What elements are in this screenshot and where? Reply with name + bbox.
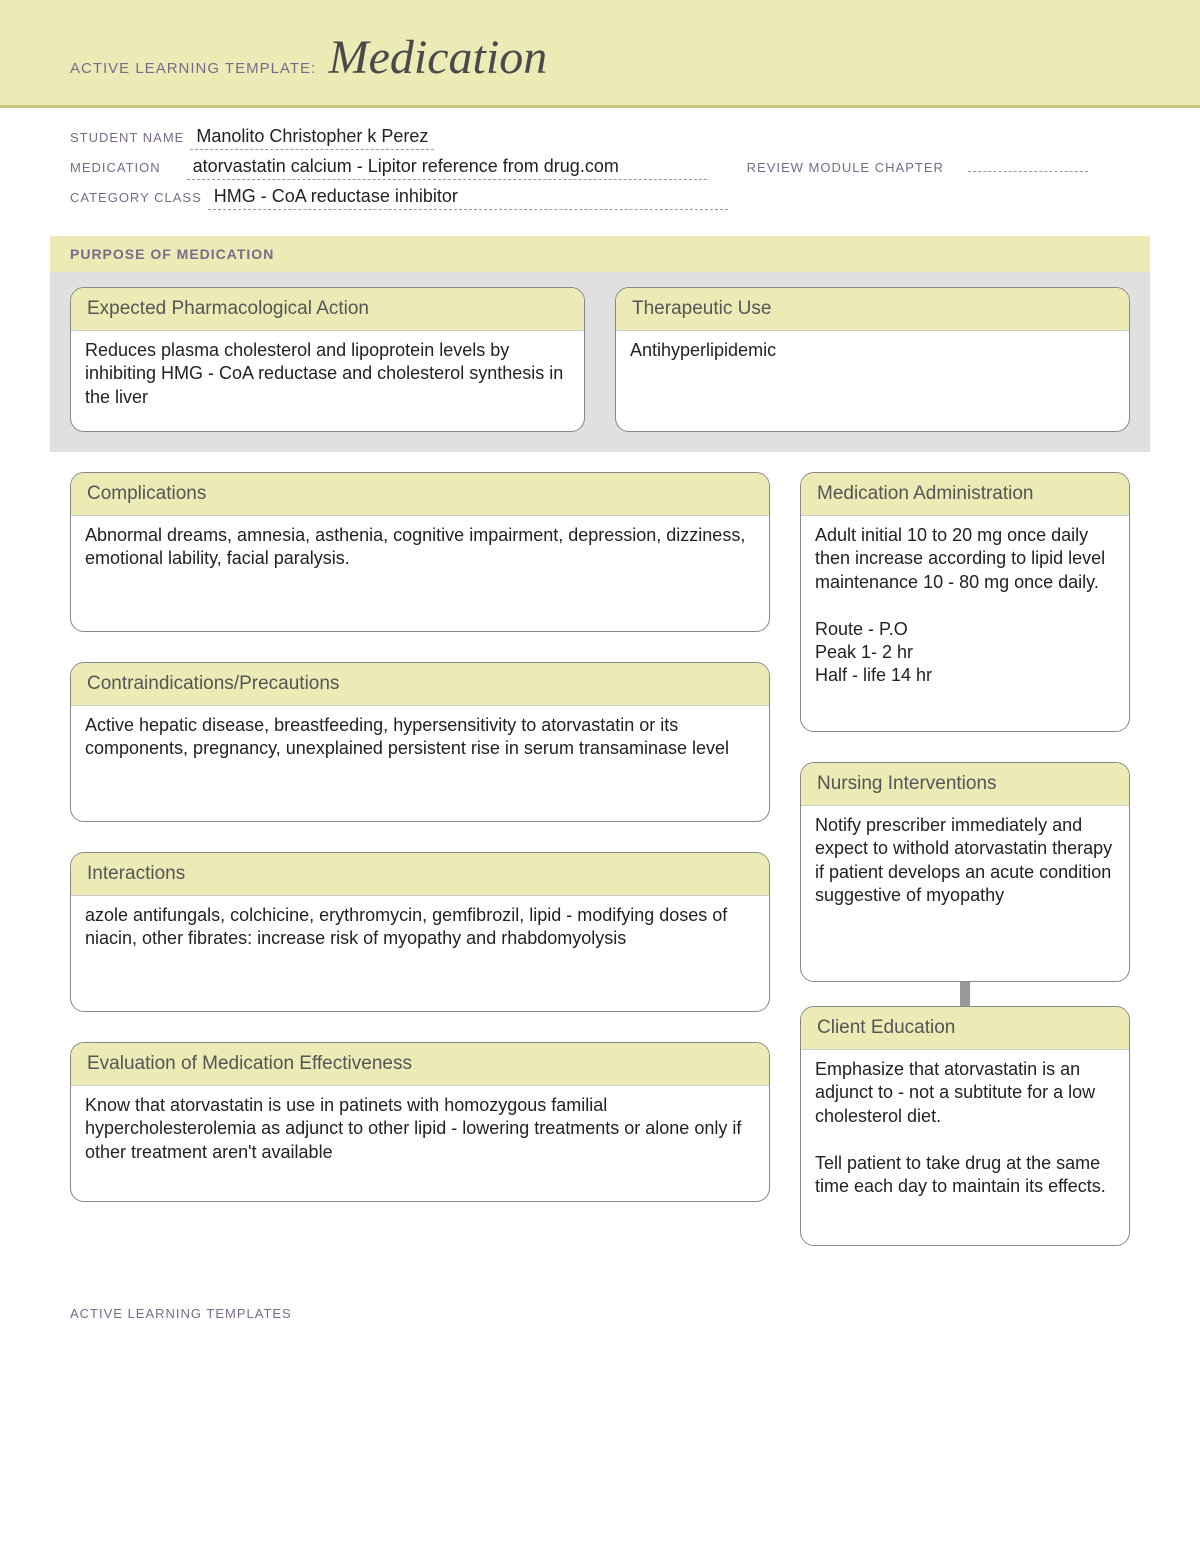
education-card: Client Education Emphasize that atorvast…: [800, 1006, 1130, 1246]
pharm-action-title: Expected Pharmacological Action: [71, 288, 584, 331]
student-name-value: Manolito Christopher k Perez: [190, 126, 434, 150]
header-band: ACTIVE LEARNING TEMPLATE: Medication: [0, 0, 1200, 108]
header-title: Medication: [329, 31, 548, 84]
header-prefix: ACTIVE LEARNING TEMPLATE:: [70, 60, 316, 77]
review-chapter-label: REVIEW MODULE CHAPTER: [747, 160, 944, 175]
complications-title: Complications: [71, 473, 769, 516]
administration-title: Medication Administration: [801, 473, 1129, 516]
complications-card: Complications Abnormal dreams, amnesia, …: [70, 472, 770, 632]
interactions-title: Interactions: [71, 853, 769, 896]
category-label: CATEGORY CLASS: [70, 190, 202, 205]
left-column: Complications Abnormal dreams, amnesia, …: [70, 472, 770, 1246]
footer-text: ACTIVE LEARNING TEMPLATES: [0, 1276, 1200, 1351]
pharm-action-body: Reduces plasma cholesterol and lipoprote…: [71, 331, 584, 431]
complications-body: Abnormal dreams, amnesia, asthenia, cogn…: [71, 516, 769, 631]
main-grid: Complications Abnormal dreams, amnesia, …: [0, 472, 1200, 1276]
education-title: Client Education: [801, 1007, 1129, 1050]
therapeutic-use-card: Therapeutic Use Antihyperlipidemic: [615, 287, 1130, 432]
purpose-section: PURPOSE OF MEDICATION Expected Pharmacol…: [50, 236, 1150, 452]
evaluation-body: Know that atorvastatin is use in patinet…: [71, 1086, 769, 1201]
administration-card: Medication Administration Adult initial …: [800, 472, 1130, 732]
contraindications-body: Active hepatic disease, breastfeeding, h…: [71, 706, 769, 821]
contraindications-title: Contraindications/Precautions: [71, 663, 769, 706]
education-body: Emphasize that atorvastatin is an adjunc…: [801, 1050, 1129, 1245]
connector-line: [960, 982, 970, 1006]
therapeutic-use-title: Therapeutic Use: [616, 288, 1129, 331]
nursing-card: Nursing Interventions Notify prescriber …: [800, 762, 1130, 982]
info-block: STUDENT NAME Manolito Christopher k Pere…: [0, 108, 1200, 226]
review-chapter-value: [968, 171, 1088, 172]
contraindications-card: Contraindications/Precautions Active hep…: [70, 662, 770, 822]
nursing-body: Notify prescriber immediately and expect…: [801, 806, 1129, 981]
administration-body: Adult initial 10 to 20 mg once daily the…: [801, 516, 1129, 731]
medication-value: atorvastatin calcium - Lipitor reference…: [187, 156, 707, 180]
category-value: HMG - CoA reductase inhibitor: [208, 186, 728, 210]
pharm-action-card: Expected Pharmacological Action Reduces …: [70, 287, 585, 432]
interactions-body: azole antifungals, colchicine, erythromy…: [71, 896, 769, 1011]
right-column: Medication Administration Adult initial …: [800, 472, 1130, 1246]
evaluation-card: Evaluation of Medication Effectiveness K…: [70, 1042, 770, 1202]
medication-label: MEDICATION: [70, 160, 161, 175]
student-name-label: STUDENT NAME: [70, 130, 184, 145]
therapeutic-use-body: Antihyperlipidemic: [616, 331, 1129, 431]
interactions-card: Interactions azole antifungals, colchici…: [70, 852, 770, 1012]
purpose-header: PURPOSE OF MEDICATION: [50, 236, 1150, 272]
evaluation-title: Evaluation of Medication Effectiveness: [71, 1043, 769, 1086]
nursing-title: Nursing Interventions: [801, 763, 1129, 806]
